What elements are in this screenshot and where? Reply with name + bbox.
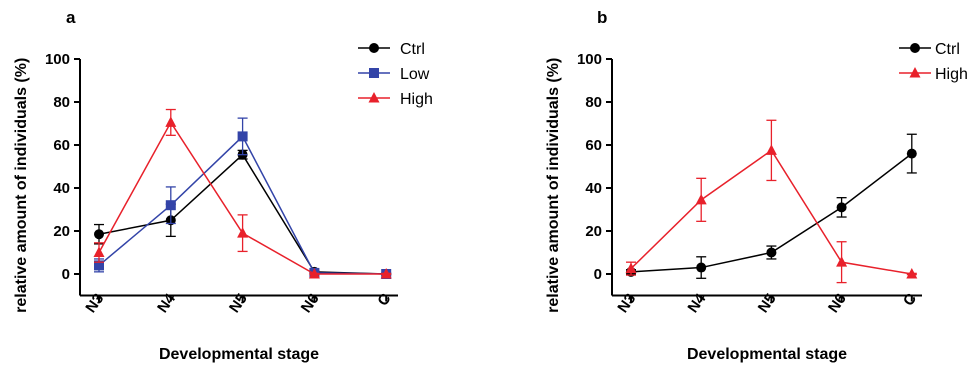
panel-b: b 0 20 40 60 80 100 N3 N4 N5 N6 C Developmental stag…	[545, 8, 968, 363]
y-tick-label: 100	[577, 51, 602, 68]
y-tick-label: 60	[585, 137, 602, 154]
data-point	[696, 262, 707, 273]
data-point	[308, 268, 320, 279]
panel-a: a 0 20 40 60 80 100 N3 N4 N5 N6 C Developmental stag…	[13, 8, 433, 363]
data-point	[836, 256, 848, 267]
legend-marker	[368, 92, 380, 103]
x-tick-label: N5	[755, 291, 780, 316]
series-high	[93, 108, 392, 279]
data-point	[766, 247, 777, 258]
legend-entry-high: High	[899, 66, 968, 83]
data-point	[906, 268, 918, 279]
y-axis-title: relative amount of individuals (%)	[545, 58, 562, 313]
y-tick-label: 0	[62, 266, 70, 283]
x-axis-title: Developmental stage	[687, 346, 847, 363]
panel-letter-b: b	[597, 8, 607, 27]
data-point	[237, 131, 248, 142]
data-point	[165, 116, 177, 127]
series-low	[94, 117, 392, 279]
x-tick-label: N6	[298, 291, 323, 316]
data-point	[765, 144, 777, 155]
x-tick-label: N6	[825, 291, 850, 316]
legend-entry-high: High	[358, 91, 433, 108]
data-point	[906, 148, 917, 159]
y-tick-label: 60	[53, 137, 70, 154]
legend-marker	[369, 68, 379, 78]
data-point	[836, 202, 847, 213]
data-point	[94, 260, 104, 271]
y-tick-label: 80	[53, 94, 70, 111]
legend-label: Ctrl	[935, 41, 960, 58]
legend-marker	[909, 67, 921, 78]
x-tick-label: C	[900, 290, 920, 309]
legend-entry-ctrl: Ctrl	[899, 41, 960, 58]
data-point	[93, 246, 105, 257]
legend-label: High	[400, 91, 433, 108]
y-tick-label: 80	[585, 94, 602, 111]
data-point	[237, 227, 249, 238]
y-tick-label: 100	[45, 51, 70, 68]
data-point	[380, 268, 392, 279]
y-tick-label: 40	[585, 180, 602, 197]
y-tick-label: 40	[53, 180, 70, 197]
panel-letter-a: a	[66, 8, 76, 27]
legend-label: Ctrl	[400, 41, 425, 58]
x-tick-label: N4	[154, 290, 179, 316]
legend-marker	[369, 43, 379, 53]
legend-entry-ctrl: Ctrl	[358, 41, 425, 58]
data-point	[165, 200, 176, 211]
legend-entry-low: Low	[358, 66, 430, 83]
x-tick-label: N3	[82, 291, 107, 316]
data-point	[695, 193, 707, 205]
data-point	[625, 262, 637, 274]
y-axis-title: relative amount of individuals (%)	[13, 58, 30, 313]
legend-label: Low	[400, 66, 430, 83]
x-tick-label: N3	[614, 291, 639, 316]
data-point	[94, 229, 104, 240]
x-tick-label: N5	[226, 291, 251, 316]
x-axis-title: Developmental stage	[159, 346, 319, 363]
legend-marker	[910, 43, 920, 53]
series-high	[625, 119, 918, 284]
x-tick-label: N4	[685, 290, 710, 316]
legend-label: High	[935, 66, 968, 83]
y-tick-label: 20	[585, 223, 602, 240]
y-tick-label: 20	[53, 223, 70, 240]
y-tick-label: 0	[594, 266, 602, 283]
x-tick-label: C	[374, 290, 394, 309]
